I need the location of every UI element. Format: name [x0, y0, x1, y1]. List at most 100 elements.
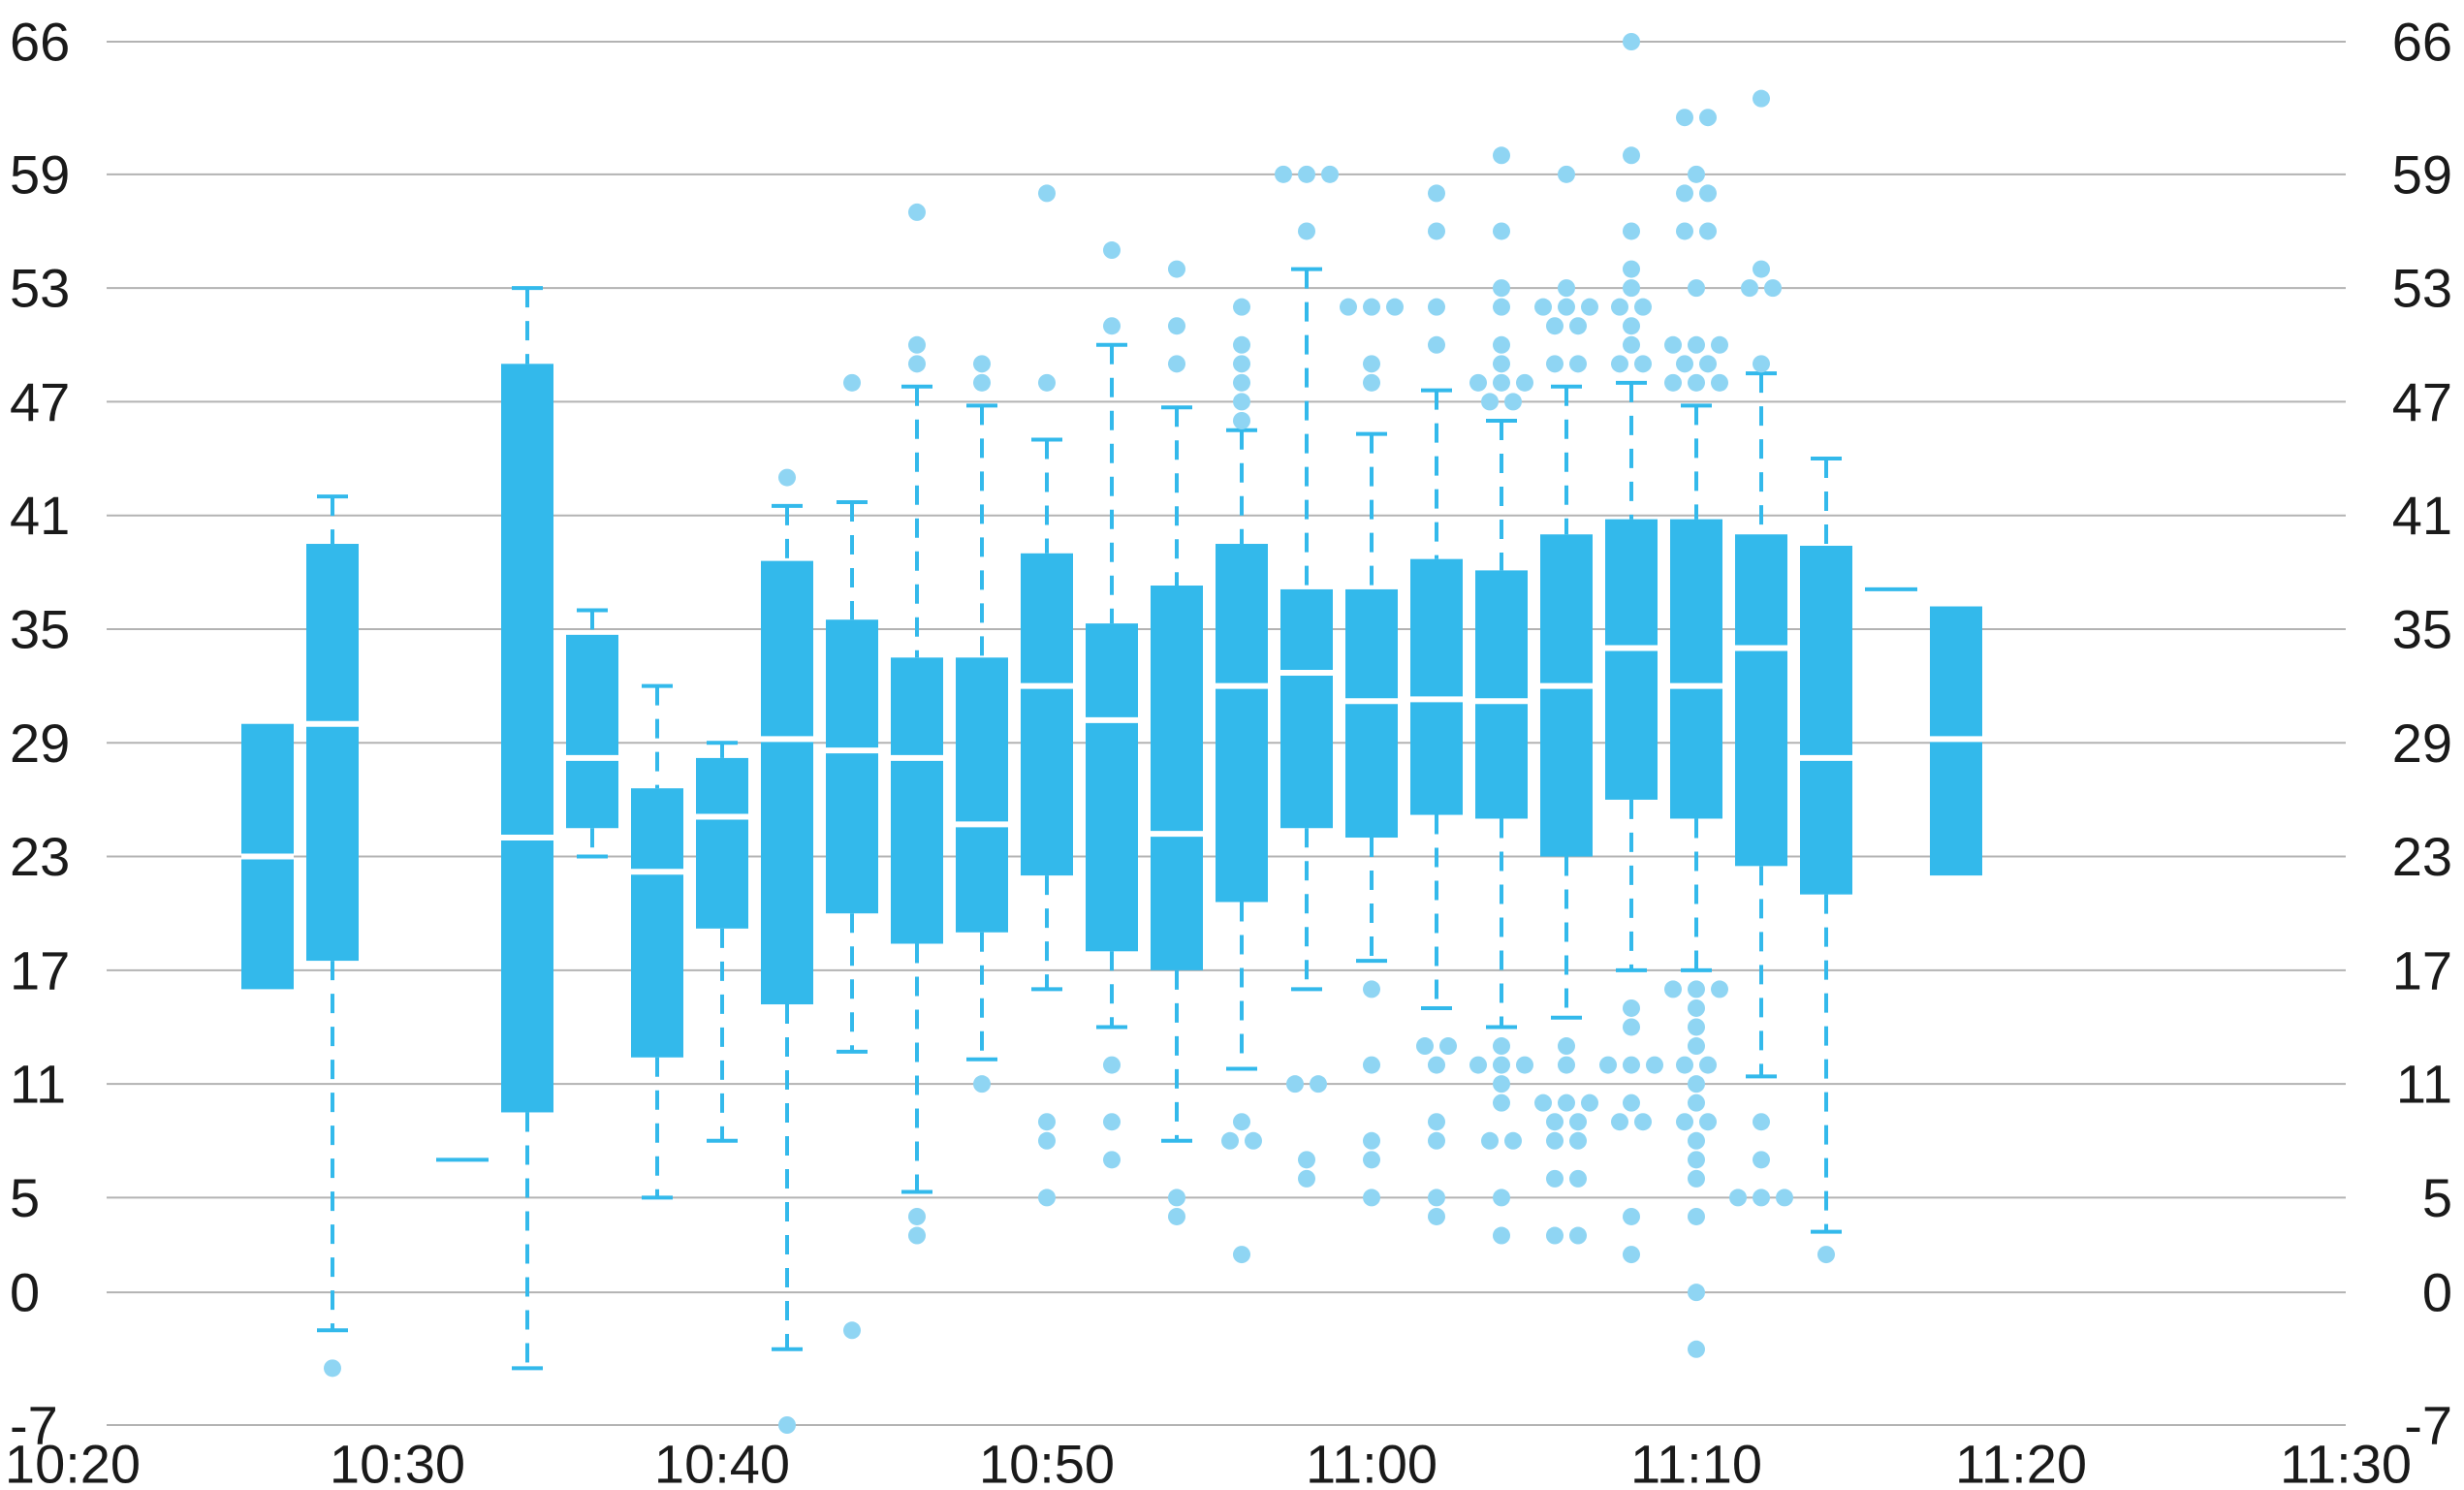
outlier-point	[1569, 317, 1587, 335]
outlier-point	[1363, 1131, 1380, 1150]
outlier-point	[778, 468, 796, 487]
x-tick-label: 10:20	[5, 1434, 141, 1490]
outlier-point	[778, 1416, 796, 1434]
outlier-point	[1676, 184, 1693, 203]
outlier-point	[973, 373, 991, 392]
y-tick-label-right: 59	[2392, 143, 2452, 205]
outlier-point	[1558, 1037, 1575, 1056]
outlier-point	[1233, 393, 1250, 411]
outlier-point	[1428, 335, 1445, 354]
outlier-point	[1623, 222, 1640, 240]
outlier-point	[1623, 279, 1640, 298]
iqr-box	[696, 757, 748, 929]
outlier-point	[1664, 335, 1682, 354]
outlier-point	[1233, 373, 1250, 392]
outlier-point	[1363, 1151, 1380, 1169]
y-axis-right: -7 0 5 11 17 23 29 35 41 47 53 59 66	[2392, 12, 2452, 1456]
outlier-point	[1493, 146, 1510, 165]
outlier-point	[1623, 1246, 1640, 1264]
box-group	[1930, 606, 1982, 876]
outlier-point	[1363, 373, 1380, 392]
box-group	[891, 203, 943, 1245]
iqr-box	[1216, 544, 1268, 903]
outlier-point	[1623, 1056, 1640, 1074]
y-tick-label-right: 29	[2392, 713, 2452, 774]
box-group	[1275, 165, 1339, 1188]
box-group	[1340, 298, 1404, 1207]
iqr-box	[501, 364, 553, 1113]
outlier-point	[1504, 393, 1522, 411]
outlier-point	[1546, 1131, 1564, 1150]
box-series	[241, 33, 1982, 1434]
outlier-point	[908, 355, 926, 373]
box-group	[1800, 457, 1852, 1264]
outlier-point	[1493, 1226, 1510, 1245]
box-group	[631, 683, 683, 1200]
outlier-point	[1688, 980, 1705, 999]
outlier-point	[1428, 298, 1445, 316]
outlier-point	[1688, 1169, 1705, 1188]
outlier-point	[1623, 1207, 1640, 1225]
outlier-point	[1623, 1018, 1640, 1036]
iqr-box	[891, 657, 943, 944]
box-group	[1534, 165, 1598, 1245]
outlier-point	[1233, 355, 1250, 373]
y-tick-label-right: 47	[2392, 371, 2452, 432]
x-tick-label: 10:40	[654, 1434, 790, 1490]
outlier-point	[843, 373, 861, 392]
outlier-point	[1493, 1037, 1510, 1056]
x-tick-label: 11:30	[2280, 1434, 2412, 1490]
outlier-point	[1439, 1037, 1457, 1056]
outlier-point	[1428, 1207, 1445, 1225]
outlier-point	[1245, 1131, 1262, 1150]
outlier-point	[1428, 1189, 1445, 1207]
outlier-point	[1623, 317, 1640, 335]
outlier-point	[1493, 298, 1510, 316]
outlier-point	[1676, 355, 1693, 373]
outlier-point	[1310, 1075, 1327, 1094]
outlier-point	[1688, 373, 1705, 392]
iqr-box	[1540, 534, 1593, 857]
outlier-point	[1546, 1169, 1564, 1188]
outlier-point	[1688, 1075, 1705, 1094]
outlier-point	[1611, 1113, 1628, 1131]
outlier-point	[1676, 222, 1693, 240]
outlier-point	[1688, 1037, 1705, 1056]
outlier-point	[1688, 1094, 1705, 1112]
outlier-point	[1711, 373, 1728, 392]
outlier-point	[1363, 355, 1380, 373]
outlier-point	[1753, 1113, 1770, 1131]
y-tick-label-left: 11	[10, 1054, 66, 1115]
outlier-point	[1493, 355, 1510, 373]
outlier-point	[1623, 260, 1640, 278]
outlier-point	[1386, 298, 1404, 316]
outlier-point	[1558, 1094, 1575, 1112]
iqr-box	[1605, 519, 1658, 800]
outlier-point	[843, 1321, 861, 1340]
box-group	[826, 373, 878, 1340]
outlier-point	[1688, 165, 1705, 183]
outlier-point	[1233, 411, 1250, 429]
box-group	[1216, 298, 1268, 1264]
outlier-point	[1688, 999, 1705, 1017]
outlier-point	[1546, 317, 1564, 335]
outlier-point	[1103, 1113, 1121, 1131]
outlier-point	[1493, 373, 1510, 392]
outlier-point	[1233, 1246, 1250, 1264]
iqr-box	[566, 634, 618, 829]
y-tick-label-right: 53	[2392, 258, 2452, 319]
x-tick-label: 10:30	[330, 1434, 465, 1490]
outlier-point	[1363, 1189, 1380, 1207]
iqr-box	[956, 657, 1008, 933]
outlier-point	[1753, 89, 1770, 108]
outlier-point	[1275, 165, 1292, 183]
outlier-point	[1168, 260, 1185, 278]
outlier-point	[1233, 335, 1250, 354]
outlier-point	[1340, 298, 1357, 316]
outlier-point	[1599, 1056, 1617, 1074]
outlier-point	[1428, 222, 1445, 240]
box-group	[1599, 33, 1663, 1264]
outlier-point	[1699, 355, 1717, 373]
y-tick-label-right: 5	[2422, 1167, 2452, 1228]
